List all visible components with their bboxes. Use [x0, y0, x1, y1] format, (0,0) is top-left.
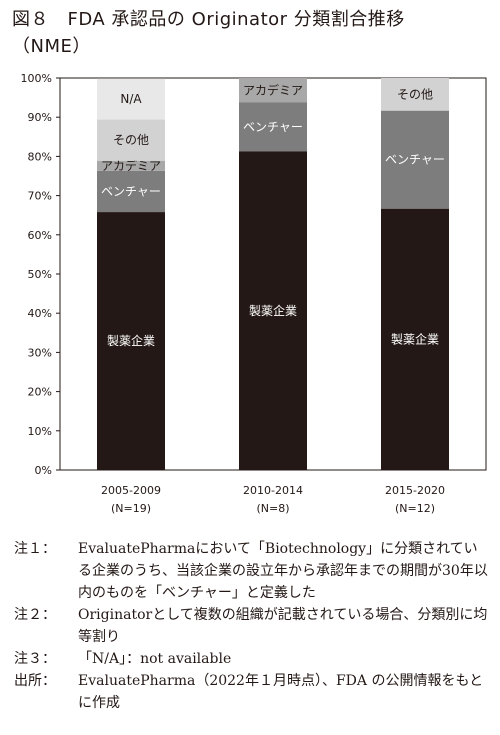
notes-section: 注１： EvaluatePharmaにおいて「Biotechnology」に分類さ…	[14, 538, 490, 714]
bar-segment	[97, 78, 165, 120]
bar-segment	[239, 102, 307, 152]
x-category-label: 2015-2020	[385, 484, 445, 497]
segment-label: 製薬企業	[249, 303, 297, 318]
y-tick-label: 20%	[28, 386, 52, 399]
note-item: 注２： Originatorとして複数の組織が記載されている場合、分類別に均等割り	[14, 604, 490, 648]
note-item: 注１： EvaluatePharmaにおいて「Biotechnology」に分類さ…	[14, 538, 490, 604]
y-tick-label: 40%	[28, 307, 52, 320]
note-text: EvaluatePharma（2022年１月時点）、FDA の公開情報をもとに作…	[78, 673, 484, 711]
y-tick-label: 60%	[28, 229, 52, 242]
title-line-2: （NME）	[12, 36, 91, 57]
note-label: 注３：	[14, 651, 56, 667]
segment-label: N/A	[120, 92, 142, 106]
segment-label: 製薬企業	[107, 333, 155, 348]
bar-segment	[97, 160, 165, 171]
segment-label: 製薬企業	[391, 331, 439, 346]
segment-label: ベンチャー	[385, 153, 445, 167]
y-tick-label: 50%	[28, 268, 52, 281]
segment-label: アカデミア	[101, 158, 161, 173]
x-category-label: 2005-2009	[101, 484, 161, 497]
x-category-label: (N=12)	[395, 502, 435, 515]
note-label: 出所：	[14, 673, 56, 689]
figure-title: 図８ FDA 承認品の Originator 分類割合推移 （NME）	[12, 6, 492, 60]
segment-label: その他	[113, 133, 149, 147]
bar-segment	[97, 170, 165, 213]
title-line-1: 図８ FDA 承認品の Originator 分類割合推移	[12, 9, 405, 30]
note-item: 出所： EvaluatePharma（2022年１月時点）、FDA の公開情報をも…	[14, 670, 490, 714]
note-item: 注３： 「N/A」：not available	[14, 648, 490, 670]
y-tick-label: 0%	[35, 464, 52, 477]
segment-label: ベンチャー	[101, 184, 161, 198]
x-category-label: 2010-2014	[243, 484, 303, 497]
y-tick-label: 80%	[28, 150, 52, 163]
bar-segment	[381, 208, 449, 470]
x-category-label: (N=19)	[111, 502, 151, 515]
note-label: 注１：	[14, 541, 56, 557]
note-label: 注２：	[14, 607, 56, 623]
bar-segment	[239, 78, 307, 103]
segment-label: ベンチャー	[243, 120, 303, 134]
note-text: 「N/A」：not available	[78, 651, 232, 667]
bar-segment	[97, 119, 165, 161]
y-tick-label: 70%	[28, 190, 52, 203]
note-text: EvaluatePharmaにおいて「Biotechnology」に分類されてい…	[78, 541, 488, 601]
note-text: Originatorとして複数の組織が記載されている場合、分類別に均等割り	[78, 607, 488, 645]
y-tick-label: 100%	[21, 72, 52, 85]
segment-label: その他	[397, 87, 433, 101]
stacked-bar-chart: 0% 10% 20% 30% 40% 50% 60% 70% 80% 90% 100% 製薬企業 ベンチ…	[21, 72, 487, 515]
y-tick-label: 10%	[28, 425, 52, 438]
bar-segment	[239, 151, 307, 470]
x-category-label: (N=8)	[256, 502, 289, 515]
bar-segment	[381, 78, 449, 111]
segment-label: アカデミア	[243, 82, 303, 97]
bar-segment	[381, 110, 449, 209]
y-tick-label: 90%	[28, 111, 52, 124]
y-tick-label: 30%	[28, 346, 52, 359]
bar-segment	[97, 212, 165, 470]
